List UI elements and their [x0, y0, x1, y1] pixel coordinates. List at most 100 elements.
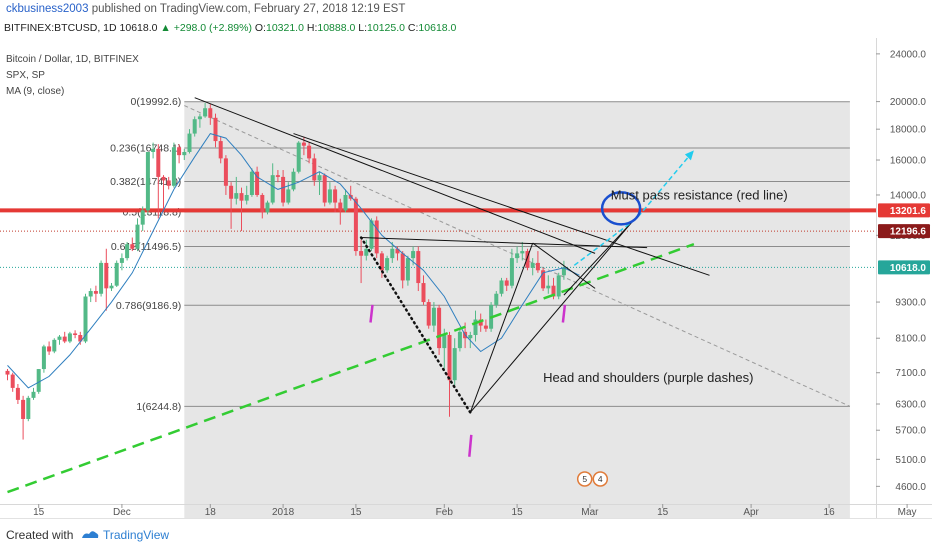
close-label: C:: [407, 22, 419, 34]
legend-compare-series[interactable]: SPX, SP: [6, 70, 45, 81]
candle-body: [556, 275, 561, 297]
time-tick-label: 15: [657, 507, 669, 518]
candle-body: [171, 147, 176, 186]
price-tick-label: 5700.0: [895, 426, 926, 437]
candle-body: [249, 171, 254, 195]
cyan-arrow-head: [684, 150, 694, 161]
candle-body: [405, 258, 410, 281]
candle-body: [307, 145, 312, 159]
candle-body: [374, 220, 379, 254]
candle-body: [473, 319, 478, 336]
candle-body: [208, 108, 213, 118]
candle-body: [140, 210, 145, 225]
green-dashed-trendline: [7, 243, 695, 494]
candle-body: [47, 346, 52, 352]
time-tick-label: May: [898, 507, 917, 518]
close-value: 10618.0: [418, 22, 457, 34]
candle-body: [223, 158, 228, 186]
high-label: H:: [306, 22, 318, 34]
candle-body: [156, 148, 161, 177]
candle-body: [291, 171, 296, 190]
head-shoulders-marker: [561, 304, 567, 323]
black-dotted-trendline: [359, 236, 472, 414]
author-link[interactable]: ckbusiness2003: [6, 3, 89, 15]
symbol-name[interactable]: BITFINEX:BTCUSD, 1D: [4, 22, 117, 34]
candle-body: [426, 302, 431, 326]
candle-body: [447, 335, 452, 381]
candle-body: [104, 262, 109, 289]
candle-body: [343, 194, 348, 211]
candle-body: [166, 180, 171, 186]
fibonacci-zone: [184, 101, 850, 518]
tradingview-brand-link[interactable]: TradingView: [103, 528, 170, 542]
open-label: O:: [254, 22, 266, 34]
candle-body: [338, 202, 343, 211]
head-shoulders-marker: [369, 304, 374, 323]
price-tick-label: 24000.0: [890, 49, 927, 60]
candle-body: [468, 335, 473, 339]
candle-body: [21, 399, 26, 419]
candle-body: [400, 253, 405, 281]
price-badge: [878, 203, 930, 218]
candle-body: [109, 285, 114, 289]
price-badge-label: 13201.6: [890, 206, 927, 217]
candle-body: [520, 251, 525, 254]
candle-body: [218, 141, 223, 159]
time-tick-label: 2018: [272, 507, 295, 518]
fib-level-label: 1(6244.8): [136, 401, 181, 413]
candle-body: [88, 291, 93, 297]
price-badge: [878, 224, 930, 239]
chart-canvas[interactable]: 0(19992.6)0.236(16748.1)0.382(14741.0)0.…: [0, 38, 932, 518]
legend-indicator[interactable]: MA (9, close): [6, 86, 65, 97]
header-bar: ckbusiness2003 published on TradingView.…: [0, 0, 932, 18]
candle-body: [10, 374, 15, 388]
candle-body: [431, 307, 436, 326]
candle-body: [530, 262, 535, 268]
open-value: 10321.0: [265, 22, 304, 34]
candle-body: [442, 335, 447, 349]
event-badge[interactable]: [592, 471, 609, 487]
candle-body: [541, 270, 546, 289]
last-price: 10618.0: [119, 22, 158, 34]
fib-level-label: 0.236(16748.1): [110, 143, 181, 155]
black-trendline: [469, 242, 534, 413]
price-change: ▲ +298.0 (+2.89%): [160, 22, 252, 34]
candle-body: [421, 283, 426, 303]
event-badge[interactable]: [576, 471, 593, 487]
cyan-arrow-line: [573, 149, 695, 266]
candle-body: [52, 339, 57, 352]
candle-body: [364, 248, 369, 256]
price-tick-label: 14000.0: [890, 190, 927, 201]
candle-body: [437, 307, 442, 349]
head-shoulders-marker: [468, 434, 473, 457]
time-tick-label: 18: [205, 507, 217, 518]
candle-body: [213, 117, 218, 142]
time-tick-label: 15: [350, 507, 362, 518]
chart-annotation: Must pass resistance (red line): [611, 188, 788, 203]
candle-body: [114, 262, 119, 286]
time-tick-label: 15: [512, 507, 524, 518]
price-tick-label: 20000.0: [890, 97, 927, 108]
candle-body: [99, 262, 104, 294]
price-tick-label: 5100.0: [895, 455, 926, 466]
candle-body: [265, 202, 270, 213]
published-text: published on TradingView.com, February 2…: [91, 3, 406, 15]
price-tick-label: 4600.0: [895, 482, 926, 493]
black-trendline: [469, 222, 632, 413]
tradingview-logo-icon[interactable]: [80, 525, 100, 545]
black-trendline: [194, 97, 596, 254]
fib-level-label: 0.618(11496.5): [111, 241, 181, 253]
candle-body: [478, 319, 483, 326]
candle-body: [229, 185, 234, 199]
legend-main-series[interactable]: Bitcoin / Dollar, 1D, BITFINEX: [6, 54, 139, 65]
candle-body: [203, 108, 208, 117]
candle-body: [385, 258, 390, 271]
candle-body: [551, 285, 556, 297]
black-trendline: [293, 133, 710, 276]
candle-body: [535, 262, 540, 271]
candle-body: [395, 248, 400, 254]
footer-bar: Created with TradingView: [0, 518, 932, 551]
time-tick-label: Feb: [436, 507, 454, 518]
candle-body: [125, 244, 130, 259]
candle-body: [5, 370, 10, 375]
